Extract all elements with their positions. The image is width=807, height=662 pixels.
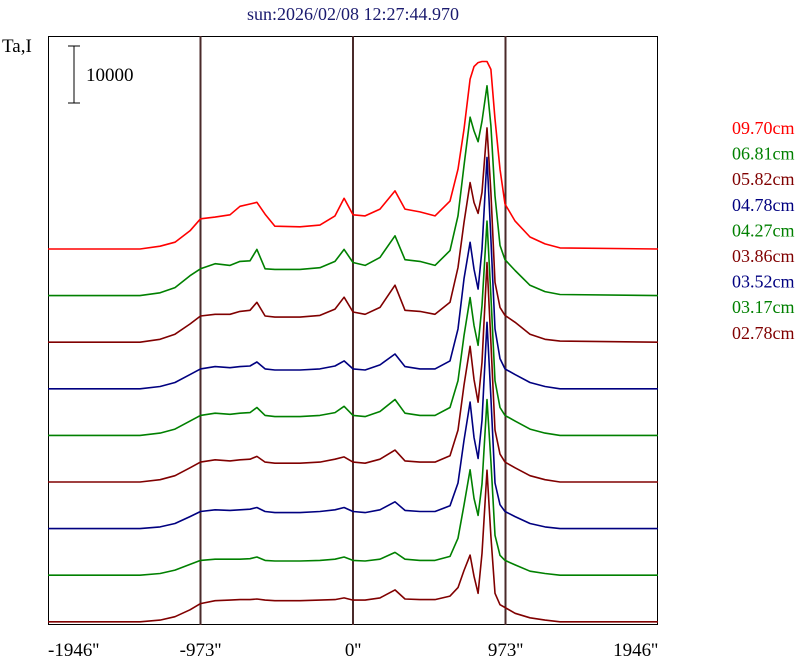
trace-06.81cm — [48, 85, 659, 297]
x-tick-label: 1946'' — [613, 640, 658, 661]
trace-03.17cm — [48, 398, 658, 577]
legend-item: 05.82cm — [732, 169, 795, 189]
trace-04.27cm — [48, 220, 658, 437]
legend-item: 03.86cm — [732, 246, 795, 266]
legend-item: 04.27cm — [732, 220, 795, 240]
legend-item: 03.17cm — [732, 297, 795, 317]
y-axis-label: Ta,I — [2, 36, 32, 57]
x-tick-label: -1946'' — [48, 640, 99, 661]
trace-03.52cm — [48, 321, 658, 530]
trace-03.86cm — [48, 261, 658, 483]
chart-title: sun:2026/02/08 12:27:44.970 — [247, 4, 459, 24]
legend-item: 09.70cm — [732, 118, 795, 138]
x-tick-label: 973'' — [488, 640, 523, 661]
trace-04.78cm — [48, 156, 658, 390]
trace-05.82cm — [48, 127, 659, 344]
legend-item: 02.78cm — [732, 323, 795, 343]
scale-bar-label: 10000 — [86, 65, 134, 86]
legend-item: 06.81cm — [732, 144, 795, 164]
legend-item: 03.52cm — [732, 272, 795, 292]
x-tick-label: 0'' — [345, 640, 361, 661]
trace-02.78cm — [48, 469, 658, 623]
x-tick-label: -973'' — [180, 640, 222, 661]
legend-item: 04.78cm — [732, 195, 795, 215]
trace-09.70cm — [48, 60, 659, 250]
scale-bar: 10000 — [68, 45, 134, 104]
